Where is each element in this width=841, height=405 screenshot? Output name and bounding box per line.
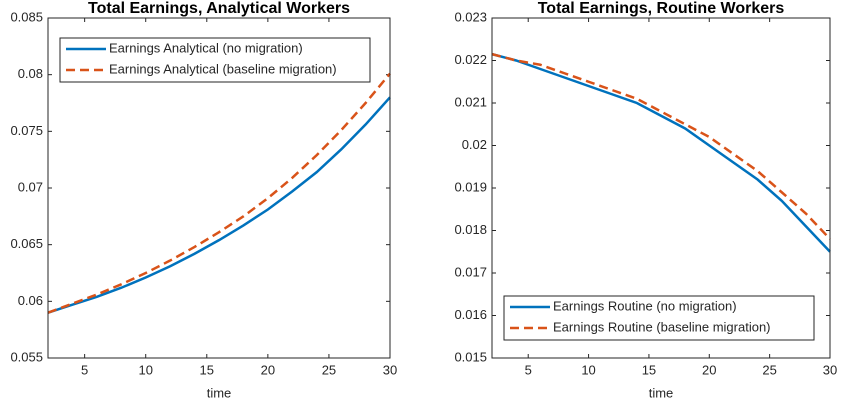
y-tick-label: 0.018 [454,222,487,237]
x-tick-label: 5 [525,362,532,377]
legend-label: Earnings Analytical (no migration) [109,40,303,55]
legend-label: Earnings Analytical (baseline migration) [109,61,337,76]
x-axis-label: time [649,385,674,400]
y-tick-label: 0.07 [18,179,43,194]
y-tick-label: 0.017 [454,264,487,279]
x-tick-label: 25 [762,362,776,377]
y-tick-label: 0.085 [10,9,43,24]
x-tick-label: 20 [261,362,275,377]
x-tick-label: 20 [702,362,716,377]
y-tick-label: 0.02 [462,137,487,152]
data-line [47,72,391,314]
y-tick-label: 0.016 [454,307,487,322]
x-tick-label: 30 [383,362,397,377]
data-line [47,96,391,314]
axes-box [47,17,391,359]
y-tick-label: 0.022 [454,52,487,67]
legend-label: Earnings Routine (no migration) [553,298,737,313]
chart-title: Total Earnings, Routine Workers [538,0,785,17]
y-tick-label: 0.075 [10,123,43,138]
y-tick-label: 0.065 [10,236,43,251]
data-line [491,52,831,253]
y-tick-label: 0.055 [10,349,43,364]
x-tick-label: 5 [81,362,88,377]
data-line [491,52,831,240]
axes: 0.015 0.016 0.017 0.018 0.019 0.02 0.021 0.022 0… [454,0,837,400]
chart-title: Total Earnings, Analytical Workers [88,0,350,17]
axes-box [491,17,831,359]
x-tick-label: 10 [581,362,595,377]
y-tick-label: 0.08 [18,66,43,81]
x-tick-label: 10 [138,362,152,377]
x-tick-label: 30 [823,362,837,377]
axes: 0.055 0.06 0.065 0.07 0.075 0.08 0.085 5 10 15 20 2… [10,0,397,400]
x-tick-label: 25 [322,362,336,377]
x-tick-label: 15 [200,362,214,377]
x-axis-label: time [207,385,232,400]
legend-label: Earnings Routine (baseline migration) [553,319,771,334]
x-tick-label: 15 [642,362,656,377]
legend-box [59,37,371,83]
y-tick-label: 0.023 [454,9,487,24]
y-tick-label: 0.015 [454,349,487,364]
legend-box [503,295,815,341]
y-tick-label: 0.021 [454,94,487,109]
y-tick-label: 0.06 [18,293,43,308]
y-tick-label: 0.019 [454,179,487,194]
